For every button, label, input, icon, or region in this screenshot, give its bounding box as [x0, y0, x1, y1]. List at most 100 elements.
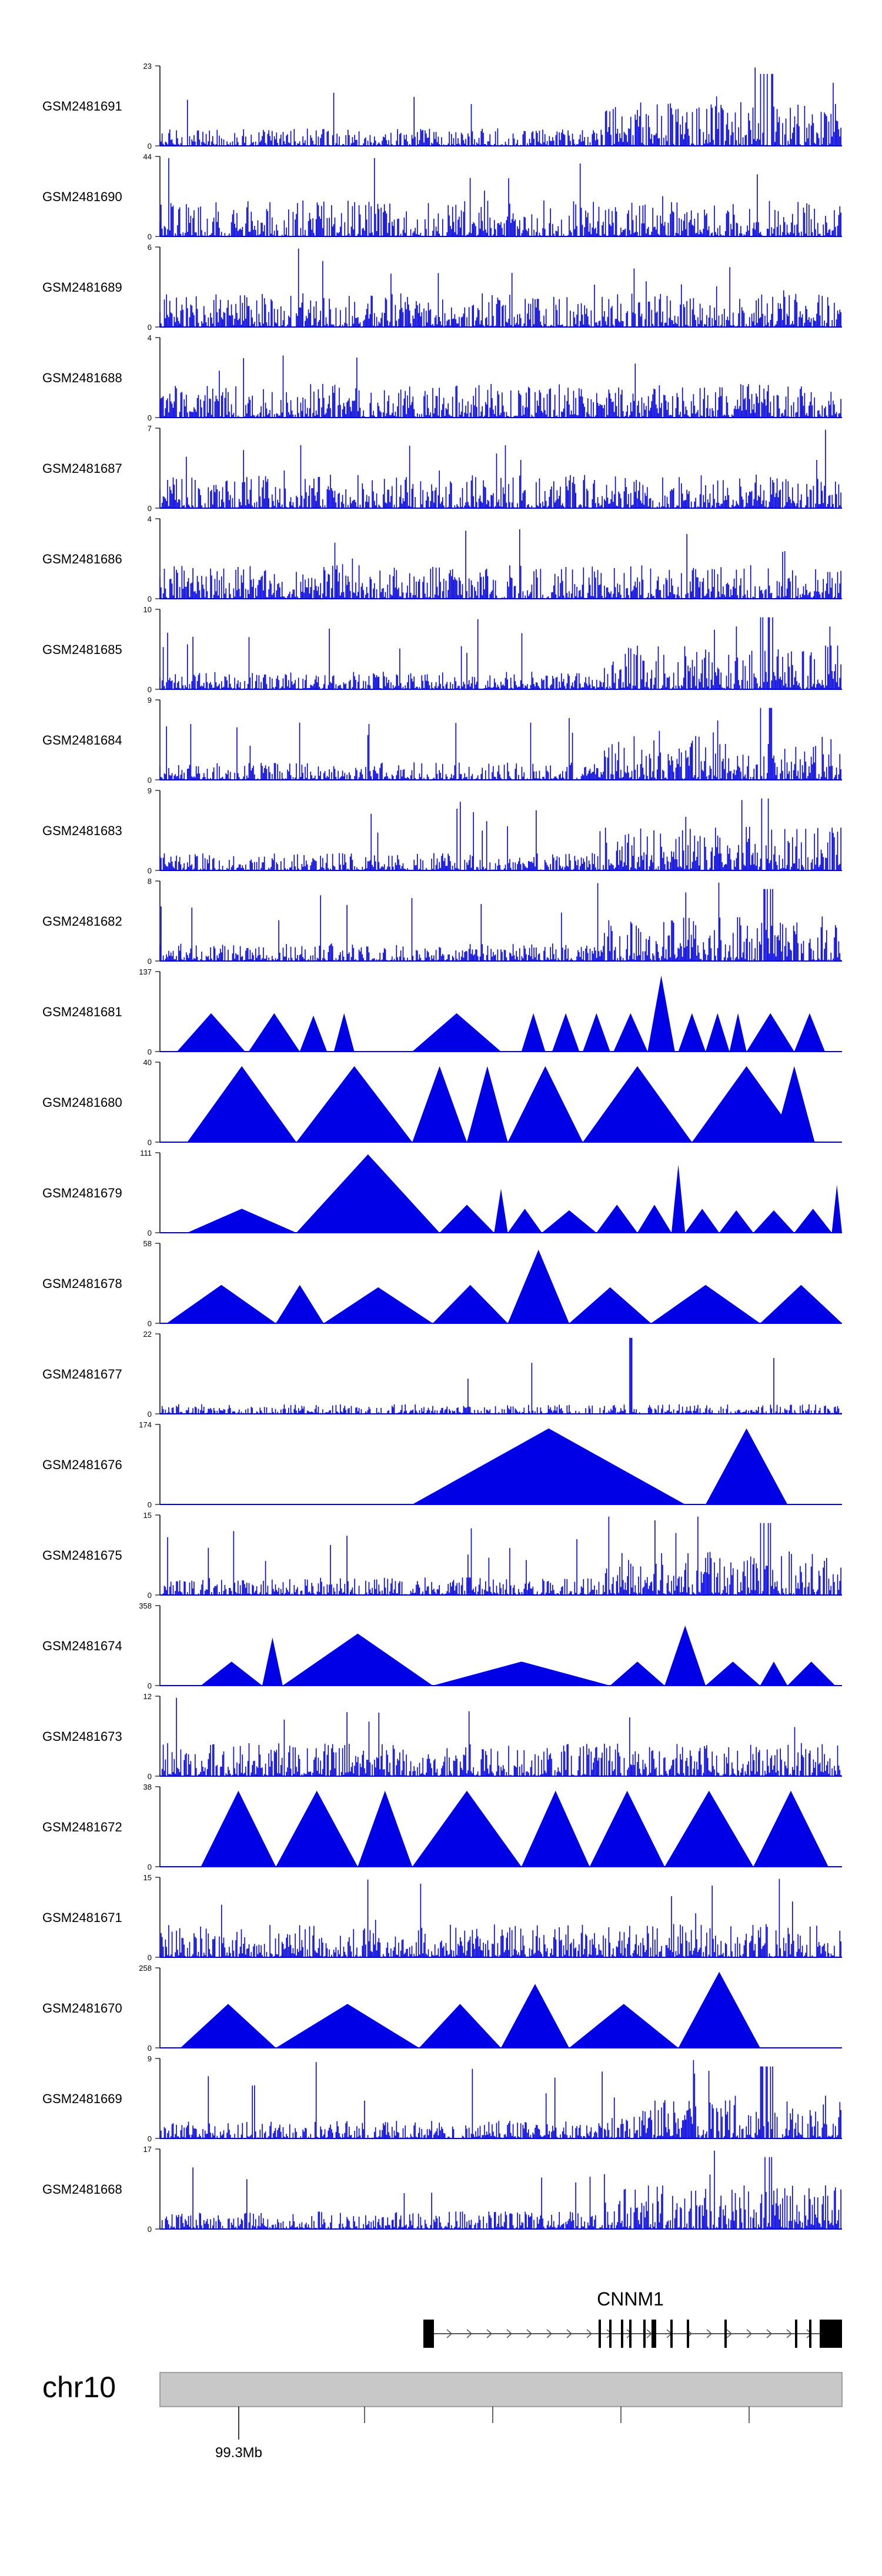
- track-GSM2481691: GSM2481691 23 0: [42, 62, 842, 151]
- signal-coverage: [159, 1878, 841, 1957]
- signal-peak: [187, 1209, 296, 1233]
- gene-annotation-track: CNNM1: [423, 2288, 842, 2348]
- exon: [629, 2320, 632, 2348]
- signal-peak: [358, 1790, 413, 1867]
- signal-peak: [787, 1661, 836, 1686]
- signal-peak: [583, 1013, 610, 1052]
- y-axis-max-label: 137: [139, 967, 152, 976]
- exon: [670, 2320, 673, 2348]
- y-axis-min-label: 0: [148, 1681, 152, 1690]
- strand-arrow: [786, 2329, 793, 2338]
- strand-arrow: [486, 2329, 493, 2338]
- y-axis-min-label: 0: [148, 2134, 152, 2143]
- signal-coverage: [159, 355, 841, 418]
- y-axis-min-label: 0: [148, 504, 152, 513]
- strand-arrow: [566, 2329, 573, 2338]
- signal-peak: [596, 1204, 637, 1233]
- y-axis-min-label: 0: [148, 1591, 152, 1600]
- strand-arrow: [746, 2329, 753, 2338]
- signal-peak: [412, 1428, 686, 1504]
- signal-peak: [177, 1013, 245, 1052]
- signal-peak: [760, 1661, 788, 1686]
- gene-model-CNNM1: [423, 2320, 842, 2348]
- strand-arrow: [586, 2329, 593, 2338]
- signal-peak: [746, 1013, 794, 1052]
- signal-peak: [613, 1013, 648, 1052]
- strand-arrow: [766, 2329, 773, 2338]
- signal-peak: [664, 1790, 754, 1867]
- signal-peak: [706, 1428, 788, 1504]
- y-axis-min-label: 0: [148, 957, 152, 966]
- signal-peak: [433, 1284, 508, 1323]
- track-GSM2481672: GSM2481672 38 0: [42, 1783, 842, 1871]
- signal-coverage: [159, 2060, 841, 2138]
- signal-coverage: [159, 2150, 841, 2229]
- exon: [795, 2320, 797, 2348]
- signal-tracks: GSM2481691230GSM2481690440GSM248168960GS…: [42, 62, 842, 2234]
- signal-peak: [583, 1066, 692, 1142]
- signal-peak: [201, 1661, 262, 1686]
- y-axis-max-label: 9: [148, 2054, 152, 2063]
- track-label: GSM2481684: [42, 733, 122, 748]
- track-label: GSM2481669: [42, 2091, 122, 2106]
- y-axis-min-label: 0: [148, 2044, 152, 2053]
- strand-arrow: [526, 2329, 533, 2338]
- signal-peak: [507, 1066, 583, 1142]
- track-label: GSM2481678: [42, 1276, 122, 1291]
- signal-peak: [647, 975, 675, 1052]
- signal-peak: [651, 1284, 760, 1323]
- track-GSM2481681: GSM2481681 137 0: [42, 967, 842, 1056]
- y-axis-max-label: 111: [140, 1149, 152, 1157]
- signal-peak: [706, 1661, 760, 1686]
- track-GSM2481688: GSM2481688 4 0: [42, 333, 842, 422]
- y-axis-min-label: 0: [148, 1772, 152, 1781]
- track-GSM2481680: GSM2481680 40 0: [42, 1058, 842, 1147]
- y-axis-min-label: 0: [148, 142, 152, 151]
- y-axis-max-label: 6: [148, 243, 152, 252]
- signal-peak: [719, 1210, 754, 1233]
- y-axis-max-label: 17: [143, 2145, 152, 2154]
- signal-peak: [552, 1013, 580, 1052]
- y-axis-max-label: 58: [143, 1239, 152, 1248]
- track-GSM2481684: GSM2481684 9 0: [42, 696, 842, 785]
- track-GSM2481685: GSM2481685 10 0: [42, 605, 842, 694]
- signal-peak: [542, 1210, 597, 1233]
- signal-peak: [282, 1633, 433, 1686]
- signal-peak: [794, 1013, 825, 1052]
- signal-peak: [664, 1626, 706, 1686]
- signal-peak: [521, 1790, 590, 1867]
- y-axis-min-label: 0: [148, 413, 152, 422]
- strand-arrow: [706, 2329, 713, 2338]
- exon: [687, 2320, 689, 2348]
- signal-peak: [753, 1790, 828, 1867]
- y-axis-max-label: 44: [143, 152, 152, 161]
- signal-peak: [419, 2004, 501, 2048]
- signal-peak: [753, 1210, 794, 1233]
- signal-peak: [439, 1204, 495, 1233]
- signal-peak: [507, 1249, 569, 1323]
- track-GSM2481686: GSM2481686 4 0: [42, 515, 842, 603]
- signal-peak: [569, 2004, 679, 2048]
- signal-peak: [569, 1287, 652, 1323]
- y-axis-max-label: 258: [139, 1964, 152, 1973]
- signal-peak: [166, 1284, 276, 1323]
- signal-peak: [831, 1184, 842, 1233]
- signal-peak: [323, 1287, 433, 1323]
- signal-peak: [774, 1066, 815, 1142]
- signal-peak: [433, 1661, 610, 1686]
- y-axis-max-label: 15: [143, 1873, 152, 1882]
- track-GSM2481678: GSM2481678 58 0: [42, 1239, 842, 1328]
- signal-peak: [521, 1013, 546, 1052]
- y-axis-min-label: 0: [148, 1138, 152, 1147]
- signal-peak: [276, 2004, 419, 2048]
- exon: [652, 2320, 656, 2348]
- y-axis-max-label: 8: [148, 877, 152, 886]
- exon: [609, 2320, 612, 2348]
- position-label: 99.3Mb: [215, 2445, 262, 2461]
- y-axis-max-label: 12: [143, 1692, 152, 1701]
- track-label: GSM2481673: [42, 1729, 122, 1744]
- track-GSM2481689: GSM2481689 6 0: [42, 243, 842, 332]
- track-label: GSM2481690: [42, 189, 122, 204]
- signal-peak: [501, 1984, 569, 2048]
- y-axis-max-label: 4: [148, 333, 152, 342]
